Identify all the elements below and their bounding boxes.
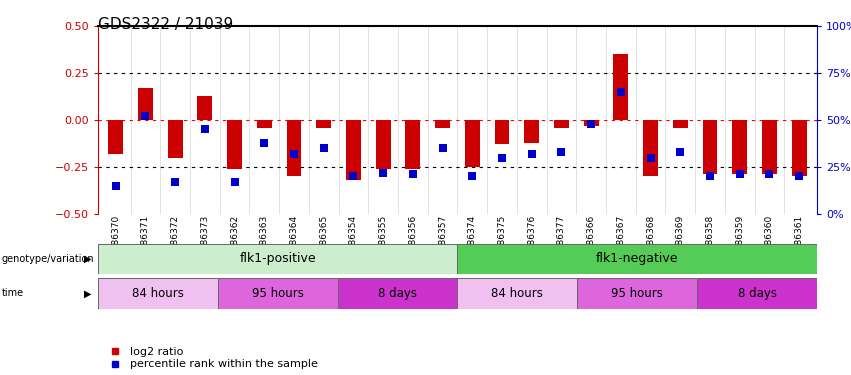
Bar — [346, 120, 361, 180]
Bar — [98, 244, 458, 274]
Point — [228, 179, 242, 185]
Text: 8 days: 8 days — [738, 287, 776, 300]
Legend: log2 ratio, percentile rank within the sample: log2 ratio, percentile rank within the s… — [104, 346, 318, 369]
Point — [317, 145, 330, 151]
Bar — [98, 278, 218, 309]
Bar — [435, 120, 450, 128]
Bar — [197, 96, 212, 120]
Bar — [108, 120, 123, 154]
Bar — [703, 120, 717, 174]
Bar — [697, 278, 817, 309]
Bar — [494, 120, 510, 144]
Bar — [317, 120, 331, 128]
Point — [495, 154, 509, 160]
Point — [585, 121, 598, 127]
Bar — [791, 120, 807, 176]
Point — [525, 151, 539, 157]
Text: GDS2322 / 21039: GDS2322 / 21039 — [98, 17, 233, 32]
Bar — [168, 120, 183, 158]
Bar — [287, 120, 301, 176]
Text: 84 hours: 84 hours — [132, 287, 184, 300]
Point — [168, 179, 182, 185]
Bar — [458, 278, 577, 309]
Point — [733, 171, 746, 177]
Point — [673, 149, 687, 155]
Bar — [227, 120, 242, 169]
Point — [287, 151, 300, 157]
Bar — [138, 88, 153, 120]
Bar — [375, 120, 391, 169]
Point — [555, 149, 568, 155]
Bar — [218, 278, 338, 309]
Point — [109, 183, 123, 189]
Bar — [554, 120, 568, 128]
Bar — [405, 120, 420, 169]
Text: genotype/variation: genotype/variation — [2, 254, 94, 264]
Point — [406, 171, 420, 177]
Point — [198, 126, 212, 132]
Bar — [614, 54, 628, 120]
Bar — [762, 120, 777, 174]
Bar — [458, 244, 817, 274]
Bar — [577, 278, 697, 309]
Text: ▶: ▶ — [84, 254, 92, 264]
Bar — [257, 120, 271, 128]
Text: flk1-negative: flk1-negative — [596, 252, 678, 265]
Point — [792, 173, 806, 179]
Bar — [465, 120, 480, 167]
Point — [703, 173, 717, 179]
Text: ▶: ▶ — [84, 288, 92, 298]
Text: time: time — [2, 288, 24, 298]
Point — [376, 170, 390, 176]
Bar — [643, 120, 658, 176]
Text: 95 hours: 95 hours — [611, 287, 663, 300]
Point — [614, 89, 628, 95]
Point — [139, 113, 152, 119]
Text: 8 days: 8 days — [378, 287, 417, 300]
Bar — [338, 278, 457, 309]
Point — [436, 145, 449, 151]
Point — [346, 173, 360, 179]
Bar — [732, 120, 747, 174]
Text: 84 hours: 84 hours — [491, 287, 543, 300]
Bar — [524, 120, 540, 142]
Point — [643, 154, 657, 160]
Point — [762, 171, 776, 177]
Bar — [584, 120, 598, 126]
Bar — [673, 120, 688, 128]
Text: flk1-positive: flk1-positive — [239, 252, 316, 265]
Point — [465, 173, 479, 179]
Point — [258, 140, 271, 146]
Text: 95 hours: 95 hours — [252, 287, 304, 300]
